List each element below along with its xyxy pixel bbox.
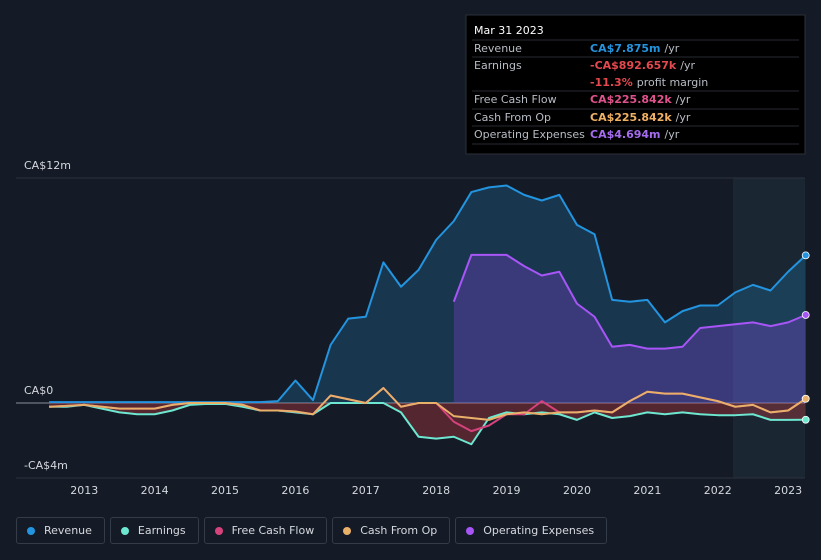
- x-tick-label: 2021: [633, 484, 661, 497]
- tooltip-label: Revenue: [474, 42, 522, 55]
- legend-swatch: [214, 526, 223, 535]
- series-line: [49, 184, 807, 404]
- legend-label: Earnings: [137, 524, 186, 537]
- legend-label: Revenue: [44, 524, 92, 537]
- legend-swatch: [120, 526, 129, 535]
- tooltip-value: CA$4.694m/yr: [590, 128, 680, 141]
- tooltip-value-text: CA$7.875m: [590, 42, 661, 55]
- series-line: [49, 387, 807, 421]
- legend-swatch: [466, 526, 475, 535]
- tooltip-value: CA$7.875m/yr: [590, 42, 680, 55]
- tooltip-date: Mar 31 2023: [474, 24, 544, 37]
- legend-label: Operating Expenses: [483, 524, 595, 537]
- tooltip-unit: /yr: [665, 128, 680, 141]
- end-dot: [801, 394, 810, 403]
- area-fill: [49, 403, 806, 445]
- y-tick-label: -CA$4m: [24, 459, 68, 472]
- highlight-region: [733, 178, 805, 478]
- legend-item[interactable]: Operating Expenses: [455, 517, 608, 544]
- tooltip-value-text: CA$225.842k: [590, 93, 672, 106]
- tooltip-value-text: -11.3%: [590, 76, 633, 89]
- area-fill: [49, 185, 806, 403]
- tooltip: Mar 31 2023 Revenue CA$7.875m/yr Earnings -…: [465, 14, 806, 155]
- tooltip-value-text: CA$225.842k: [590, 111, 672, 124]
- legend-swatch: [27, 526, 35, 535]
- x-tick-label: 2013: [70, 484, 98, 497]
- legend-swatch: [343, 526, 352, 535]
- x-tick-label: 2014: [141, 484, 169, 497]
- end-dot: [801, 415, 810, 424]
- tooltip-label: Cash From Op: [474, 111, 551, 124]
- tooltip-unit: /yr: [665, 42, 680, 55]
- tooltip-label: Operating Expenses: [474, 128, 585, 141]
- tooltip-value: CA$225.842k/yr: [590, 93, 691, 106]
- x-tick-label: 2019: [493, 484, 521, 497]
- tooltip-value: CA$225.842k/yr: [590, 111, 691, 124]
- tooltip-unit: /yr: [676, 111, 691, 124]
- tooltip-unit: /yr: [676, 93, 691, 106]
- y-tick-label: CA$0: [24, 384, 53, 397]
- x-tick-label: 2017: [352, 484, 380, 497]
- x-tick-label: 2015: [211, 484, 239, 497]
- end-dot: [801, 251, 810, 260]
- end-dot: [801, 311, 810, 319]
- x-tick-label: 2023: [774, 484, 802, 497]
- series-line: [452, 253, 807, 350]
- x-tick-label: 2022: [704, 484, 732, 497]
- tooltip-label: Earnings: [474, 59, 522, 72]
- tooltip-label: Free Cash Flow: [474, 93, 557, 106]
- tooltip-unit: /yr: [680, 59, 695, 72]
- tooltip-box: [465, 14, 806, 155]
- area-fill: [453, 254, 806, 403]
- tooltip-value-text: CA$4.694m: [590, 128, 661, 141]
- legend-item[interactable]: Cash From Op: [332, 517, 451, 544]
- legend-item[interactable]: Earnings: [109, 517, 199, 544]
- legend-label: Cash From Op: [360, 524, 438, 537]
- tooltip-unit: profit margin: [637, 76, 709, 89]
- series-line: [49, 402, 806, 446]
- legend-label: Free Cash Flow: [231, 524, 315, 537]
- x-tick-label: 2020: [563, 484, 591, 497]
- legend: Revenue Earnings Free Cash Flow Cash From O…: [16, 517, 608, 544]
- tooltip-value: -11.3% profit margin: [590, 76, 708, 89]
- legend-item[interactable]: Free Cash Flow: [203, 517, 328, 544]
- x-tick-label: 2016: [281, 484, 309, 497]
- x-tick-label: 2018: [422, 484, 450, 497]
- y-tick-label: CA$12m: [24, 159, 71, 172]
- legend-item[interactable]: Revenue: [16, 517, 105, 544]
- tooltip-value: -CA$892.657k/yr: [590, 59, 695, 72]
- tooltip-value-text: -CA$892.657k: [590, 59, 677, 72]
